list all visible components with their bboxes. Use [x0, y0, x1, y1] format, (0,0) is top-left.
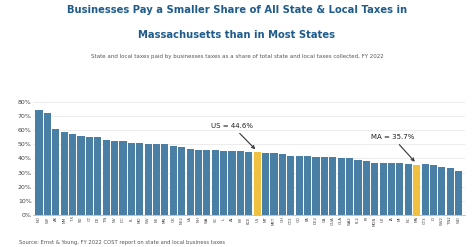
Bar	[61, 132, 68, 215]
Bar	[388, 163, 395, 215]
Bar	[136, 143, 143, 215]
Bar	[212, 150, 219, 215]
Bar	[220, 151, 227, 215]
Bar	[296, 156, 303, 215]
Bar	[337, 158, 345, 215]
Text: State and local taxes paid by businesses taxes as a share of total state and loc: State and local taxes paid by businesses…	[91, 54, 383, 59]
Bar	[329, 157, 337, 215]
Bar	[94, 137, 101, 215]
Text: Source: Ernst & Young, FY 2022 COST report on state and local business taxes: Source: Ernst & Young, FY 2022 COST repo…	[19, 240, 225, 245]
Bar	[36, 110, 43, 215]
Bar	[405, 164, 412, 215]
Bar	[111, 142, 118, 215]
Bar	[380, 163, 387, 215]
Bar	[145, 144, 152, 215]
Bar	[69, 134, 76, 215]
Text: Massachusetts than in Most States: Massachusetts than in Most States	[138, 30, 336, 40]
Bar	[279, 154, 286, 215]
Bar	[187, 148, 194, 215]
Bar	[228, 151, 236, 215]
Bar	[203, 150, 210, 215]
Bar	[195, 150, 202, 215]
Text: MA = 35.7%: MA = 35.7%	[371, 134, 414, 161]
Bar	[363, 161, 370, 215]
Bar	[304, 156, 311, 215]
Bar	[321, 157, 328, 215]
Bar	[254, 152, 261, 215]
Bar	[355, 160, 362, 215]
Bar	[86, 137, 93, 215]
Bar	[77, 136, 84, 215]
Bar	[262, 153, 269, 215]
Text: Businesses Pay a Smaller Share of All State & Local Taxes in: Businesses Pay a Smaller Share of All St…	[67, 5, 407, 15]
Bar	[287, 156, 294, 215]
Bar	[128, 143, 135, 215]
Bar	[371, 163, 378, 215]
Text: US = 44.6%: US = 44.6%	[211, 123, 255, 148]
Bar	[170, 146, 177, 215]
Bar	[178, 147, 185, 215]
Bar	[271, 153, 278, 215]
Bar	[153, 144, 160, 215]
Bar	[346, 158, 353, 215]
Bar	[237, 151, 244, 215]
Bar	[119, 142, 127, 215]
Bar	[447, 168, 454, 215]
Bar	[413, 165, 420, 215]
Bar	[44, 113, 51, 215]
Bar	[430, 165, 437, 215]
Bar	[52, 129, 59, 215]
Bar	[455, 171, 462, 215]
Bar	[396, 163, 403, 215]
Bar	[161, 144, 168, 215]
Bar	[438, 167, 446, 215]
Bar	[245, 152, 253, 215]
Bar	[103, 140, 110, 215]
Bar	[312, 157, 319, 215]
Bar	[421, 164, 428, 215]
